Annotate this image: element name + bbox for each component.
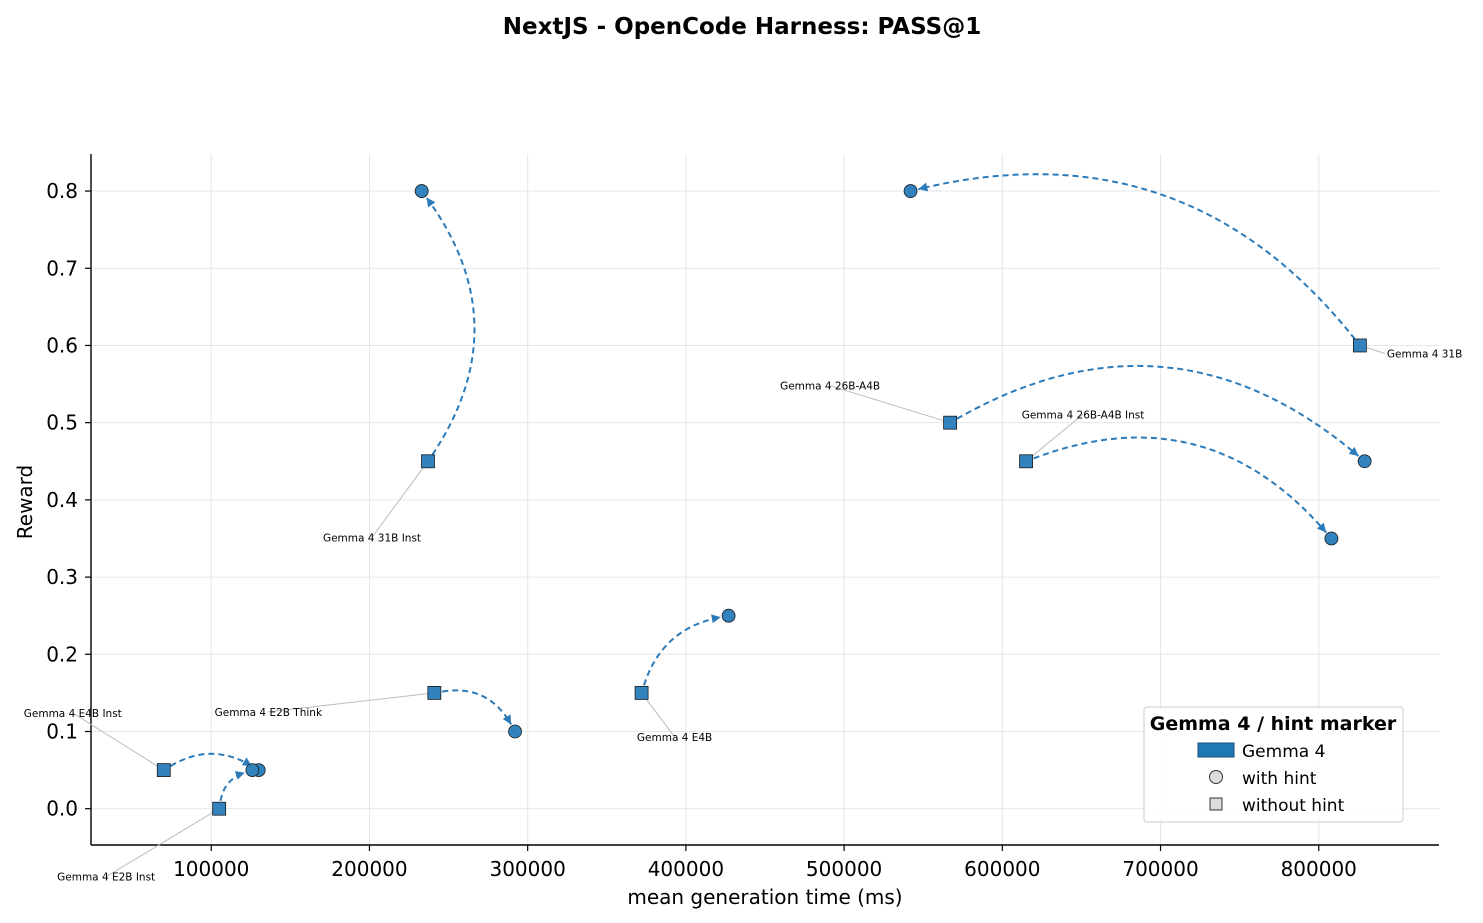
hint-arrows (170, 173, 1360, 802)
without-hint-marker (1352, 338, 1367, 353)
with-hint-marker (414, 184, 429, 198)
without-hint-marker (156, 763, 171, 778)
with-hint-marker (245, 763, 260, 778)
point-label: Gemma 4 31B Inst (323, 532, 421, 544)
y-tick-label: 0.4 (46, 488, 78, 512)
hint-arrowhead (234, 771, 245, 780)
y-tick-label: 0.2 (46, 642, 78, 666)
axes: 100000 200000 300000 400000 500000 600000 7000… (46, 154, 1439, 881)
legend-without-hint-label: without hint (1242, 796, 1345, 816)
y-tick-label: 0.1 (46, 720, 78, 744)
with-hint-marker (1324, 531, 1339, 546)
hint-arrow (170, 752, 253, 767)
label-leader-line (72, 712, 165, 771)
point-label: Gemma 4 26B-A4B (780, 381, 880, 393)
x-tick-label: 200000 (331, 857, 407, 881)
hint-arrow (643, 616, 721, 686)
label-leader-lines (72, 344, 1386, 878)
x-tick-label: 700000 (1122, 857, 1198, 881)
with-hint-marker (508, 724, 522, 739)
x-tick-label: 600000 (964, 857, 1040, 881)
without-hint-marker (1019, 454, 1033, 469)
point-label: Gemma 4 E4B Inst (24, 708, 122, 720)
hint-arrowhead (1316, 522, 1327, 533)
x-tick-label: 500000 (806, 857, 882, 881)
label-leader-line (268, 692, 435, 713)
hint-arrowhead (918, 182, 929, 192)
hint-arrow (918, 173, 1356, 340)
legend-title: Gemma 4 / hint marker (1150, 713, 1397, 735)
hint-arrowhead (241, 757, 252, 766)
legend-family-patch (1197, 742, 1235, 758)
x-tick-label: 800000 (1281, 857, 1357, 881)
x-tick-label: 300000 (489, 857, 565, 881)
without-hint-marker (943, 415, 958, 430)
label-leader-line (371, 460, 429, 538)
hint-arrowhead (502, 714, 512, 725)
legend-with-hint-label: with hint (1242, 769, 1317, 789)
without-hint-marker (421, 454, 435, 469)
label-leader-line (1025, 413, 1084, 462)
hint-arrow (1033, 436, 1327, 534)
legend-family-label: Gemma 4 (1242, 742, 1325, 762)
legend-with-hint-marker (1209, 770, 1223, 784)
legend: Gemma 4 / hint marker Gemma 4 with hint … (1143, 706, 1404, 823)
x-axis-label: mean generation time (ms) (627, 885, 902, 909)
legend-without-hint-marker (1209, 797, 1223, 811)
y-axis-label: Reward (13, 465, 37, 539)
with-hint-marker (903, 184, 918, 198)
label-leader-line (829, 385, 951, 424)
chart-title: NextJS - OpenCode Harness: PASS@1 (503, 14, 981, 40)
point-label: Gemma 4 E2B Think (215, 707, 323, 719)
data-points (156, 184, 1372, 816)
hint-arrowhead (426, 197, 436, 208)
point-label: Gemma 4 31B (1387, 348, 1462, 360)
hint-arrow (956, 365, 1360, 457)
y-tick-label: 0.0 (46, 797, 78, 821)
y-tick-label: 0.3 (46, 565, 78, 589)
hint-arrowhead (1348, 446, 1359, 457)
label-leader-line (641, 692, 675, 738)
point-label: Gemma 4 26B-A4B Inst (1022, 409, 1145, 421)
label-leader-line (105, 808, 220, 878)
without-hint-marker (212, 801, 227, 816)
hint-arrow (425, 196, 476, 456)
x-tick-label: 400000 (648, 857, 724, 881)
without-hint-marker (634, 686, 649, 700)
y-tick-label: 0.6 (46, 333, 78, 357)
legend-box (1143, 706, 1404, 823)
point-label: Gemma 4 E4B (637, 732, 712, 744)
y-tick-label: 0.7 (46, 256, 78, 280)
point-label: Gemma 4 E2B Inst (57, 872, 155, 884)
hint-arrow (442, 689, 512, 726)
with-hint-marker (1357, 454, 1372, 469)
without-hint-marker (427, 686, 442, 700)
point-labels: Gemma 4 31B Gemma 4 31B Inst Gemma 4 26B-A… (24, 348, 1463, 883)
hint-arrowhead (711, 614, 721, 624)
x-tick-label: 100000 (173, 857, 249, 881)
hint-arrow (219, 771, 246, 802)
y-tick-label: 0.8 (46, 179, 78, 203)
with-hint-marker (721, 608, 736, 623)
y-tick-label: 0.5 (46, 411, 78, 435)
